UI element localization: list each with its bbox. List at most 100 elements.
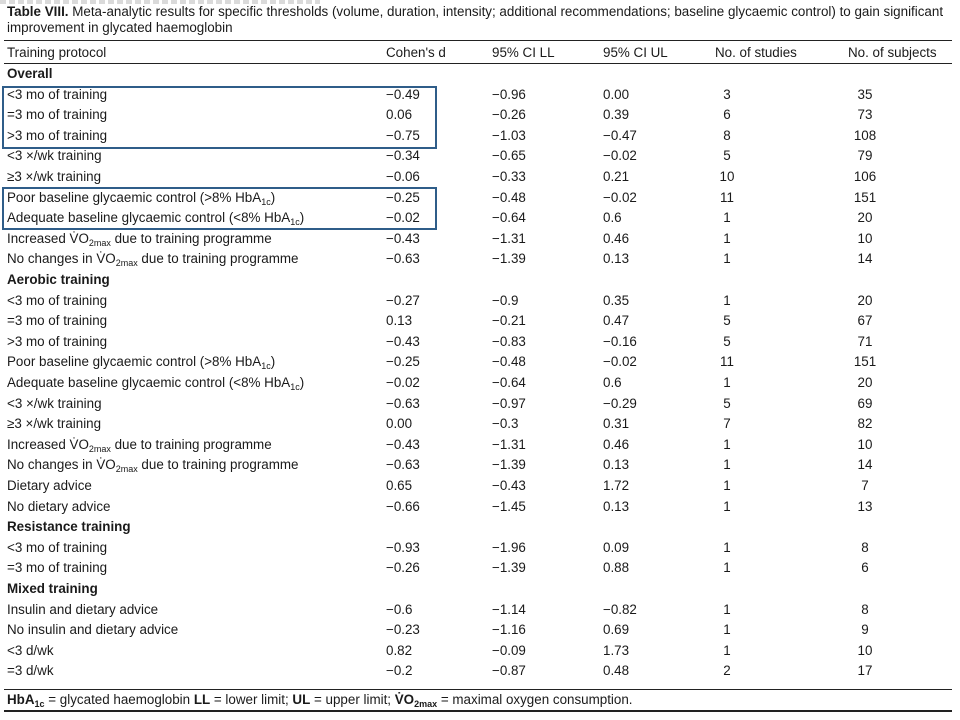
cell-cohens-d: −0.63 [386, 251, 420, 267]
footnote-hba-sub: 1c [34, 699, 45, 709]
cell-ci-ll: −0.43 [492, 478, 526, 493]
table-row: =3 d/wk −0.2 −0.87 0.48 2 17 [0, 661, 960, 681]
cell-cohens-d: −0.93 [386, 539, 420, 555]
cell-ci-ll: −0.48 [492, 189, 526, 205]
cell-ci-ll: −1.39 [492, 251, 526, 267]
cell-ci-ll: −0.64 [492, 375, 526, 390]
header-n-studies: No. of studies [715, 45, 797, 60]
footnote-hba: HbA1c [7, 692, 45, 709]
cell-ci-ul: 0.6 [603, 375, 622, 390]
table-row: <3 ×/wk training −0.63 −0.97 −0.29 5 69 [0, 394, 960, 414]
footnote-top-rule [4, 689, 952, 690]
footnote-vo-sub: 2max [414, 699, 438, 709]
row-label-subscript: 2max [115, 258, 138, 269]
cell-n-subjects: 67 [857, 313, 873, 329]
cell-n-studies: 1 [723, 375, 731, 390]
cell-ci-ul: 1.73 [603, 642, 630, 658]
cell-ci-ll: −1.31 [492, 436, 526, 452]
row-label: =3 mo of training [7, 560, 108, 576]
table-row: No dietary advice −0.66 −1.45 0.13 1 13 [0, 497, 960, 517]
footnote-hba-text: HbA [7, 692, 35, 707]
cell-n-subjects: 151 [853, 354, 877, 370]
table-caption-label: Table VIII. [7, 4, 69, 19]
row-label: Poor baseline glycaemic control (>8% HbA… [7, 188, 275, 208]
footnote-vo-def: = maximal oxygen consumption. [437, 692, 633, 707]
table-row: ≥3 ×/wk training −0.06 −0.33 0.21 10 106 [0, 167, 960, 187]
header-bottom-rule [4, 63, 952, 64]
cell-ci-ul: −0.29 [603, 395, 637, 411]
cell-n-subjects: 35 [857, 86, 873, 102]
cell-ci-ll: −0.83 [492, 333, 526, 349]
cell-n-subjects: 82 [857, 416, 873, 432]
table-row: <3 mo of training −0.27 −0.9 0.35 1 20 [0, 291, 960, 311]
cell-ci-ll: −1.16 [492, 622, 526, 638]
cell-ci-ll: −1.14 [492, 601, 526, 617]
cell-ci-ul: 0.13 [603, 498, 630, 514]
row-label: =3 d/wk [7, 663, 54, 679]
cell-ci-ul: 0.21 [603, 169, 630, 184]
footnote-ll: LL [193, 692, 211, 707]
row-label-text: Adequate baseline glycaemic control (<8%… [7, 210, 291, 226]
row-label: Increased V̇O2max due to training progra… [7, 435, 272, 455]
table-row: ≥3 ×/wk training 0.00 −0.3 0.31 7 82 [0, 414, 960, 434]
cell-n-studies: 1 [723, 539, 731, 555]
section-heading-row: Mixed training [0, 579, 960, 599]
cell-cohens-d: −0.02 [386, 375, 420, 390]
cell-n-studies: 1 [723, 498, 731, 514]
cell-n-studies: 1 [723, 292, 731, 308]
table-caption: Table VIII. Meta-analytic results for sp… [7, 4, 953, 36]
cell-n-studies: 10 [719, 169, 735, 184]
table-row: Poor baseline glycaemic control (>8% HbA… [0, 188, 960, 208]
row-label: =3 mo of training [7, 107, 108, 123]
row-label-suffix: ) [299, 375, 305, 390]
table-row: =3 mo of training 0.06 −0.26 0.39 6 73 [0, 105, 960, 125]
cell-n-subjects: 71 [857, 333, 873, 349]
row-label-suffix: ) [270, 354, 276, 370]
cell-cohens-d: 0.06 [386, 107, 413, 123]
table-row: Increased V̇O2max due to training progra… [0, 229, 960, 249]
cell-ci-ul: 0.35 [603, 292, 630, 308]
cell-n-studies: 1 [723, 622, 731, 638]
cell-n-studies: 1 [723, 478, 731, 493]
row-label: <3 ×/wk training [7, 395, 102, 411]
cell-cohens-d: −0.63 [386, 457, 420, 473]
row-label: <3 mo of training [7, 539, 108, 555]
row-label-suffix: due to training programme [110, 436, 272, 452]
row-label: No dietary advice [7, 498, 111, 514]
row-label: <3 d/wk [7, 642, 54, 658]
cell-n-studies: 1 [723, 251, 731, 267]
cell-cohens-d: −0.6 [386, 601, 413, 617]
row-label: ≥3 ×/wk training [7, 416, 102, 432]
row-label-suffix: due to training programme [137, 251, 299, 267]
cell-cohens-d: −0.34 [386, 148, 420, 164]
cell-ci-ll: −0.21 [492, 313, 526, 329]
cell-ci-ul: 0.46 [603, 436, 630, 452]
table-row: Increased V̇O2max due to training progra… [0, 435, 960, 455]
table-row: Insulin and dietary advice −0.6 −1.14 −0.82… [0, 600, 960, 620]
cell-n-subjects: 10 [857, 436, 873, 452]
cell-n-subjects: 9 [861, 622, 869, 638]
cell-n-studies: 11 [720, 189, 734, 205]
cell-n-subjects: 8 [861, 539, 869, 555]
cell-n-subjects: 10 [857, 230, 873, 246]
cell-ci-ll: −1.03 [492, 127, 526, 143]
cell-n-subjects: 69 [857, 395, 873, 411]
cell-n-subjects: 151 [853, 189, 877, 205]
cell-n-subjects: 79 [857, 148, 873, 164]
cell-ci-ll: −0.3 [492, 416, 519, 432]
cell-n-subjects: 20 [857, 292, 873, 308]
table-row: No insulin and dietary advice −0.23 −1.16 0… [0, 620, 960, 640]
cropped-text-strip [0, 0, 320, 4]
footnote-ul: UL [292, 692, 311, 707]
row-label-text: Increased V̇O [7, 436, 89, 452]
row-label-suffix: due to training programme [110, 230, 272, 246]
cell-ci-ll: −1.39 [492, 457, 526, 473]
table-row: No changes in V̇O2max due to training pr… [0, 249, 960, 269]
section-heading-row: Overall [0, 64, 960, 84]
cell-cohens-d: −0.26 [386, 560, 420, 576]
cell-n-subjects: 6 [861, 560, 869, 576]
cell-n-studies: 5 [723, 313, 731, 329]
cell-n-studies: 5 [723, 333, 731, 349]
cell-cohens-d: 0.82 [386, 642, 413, 658]
row-label-suffix: ) [270, 189, 276, 205]
